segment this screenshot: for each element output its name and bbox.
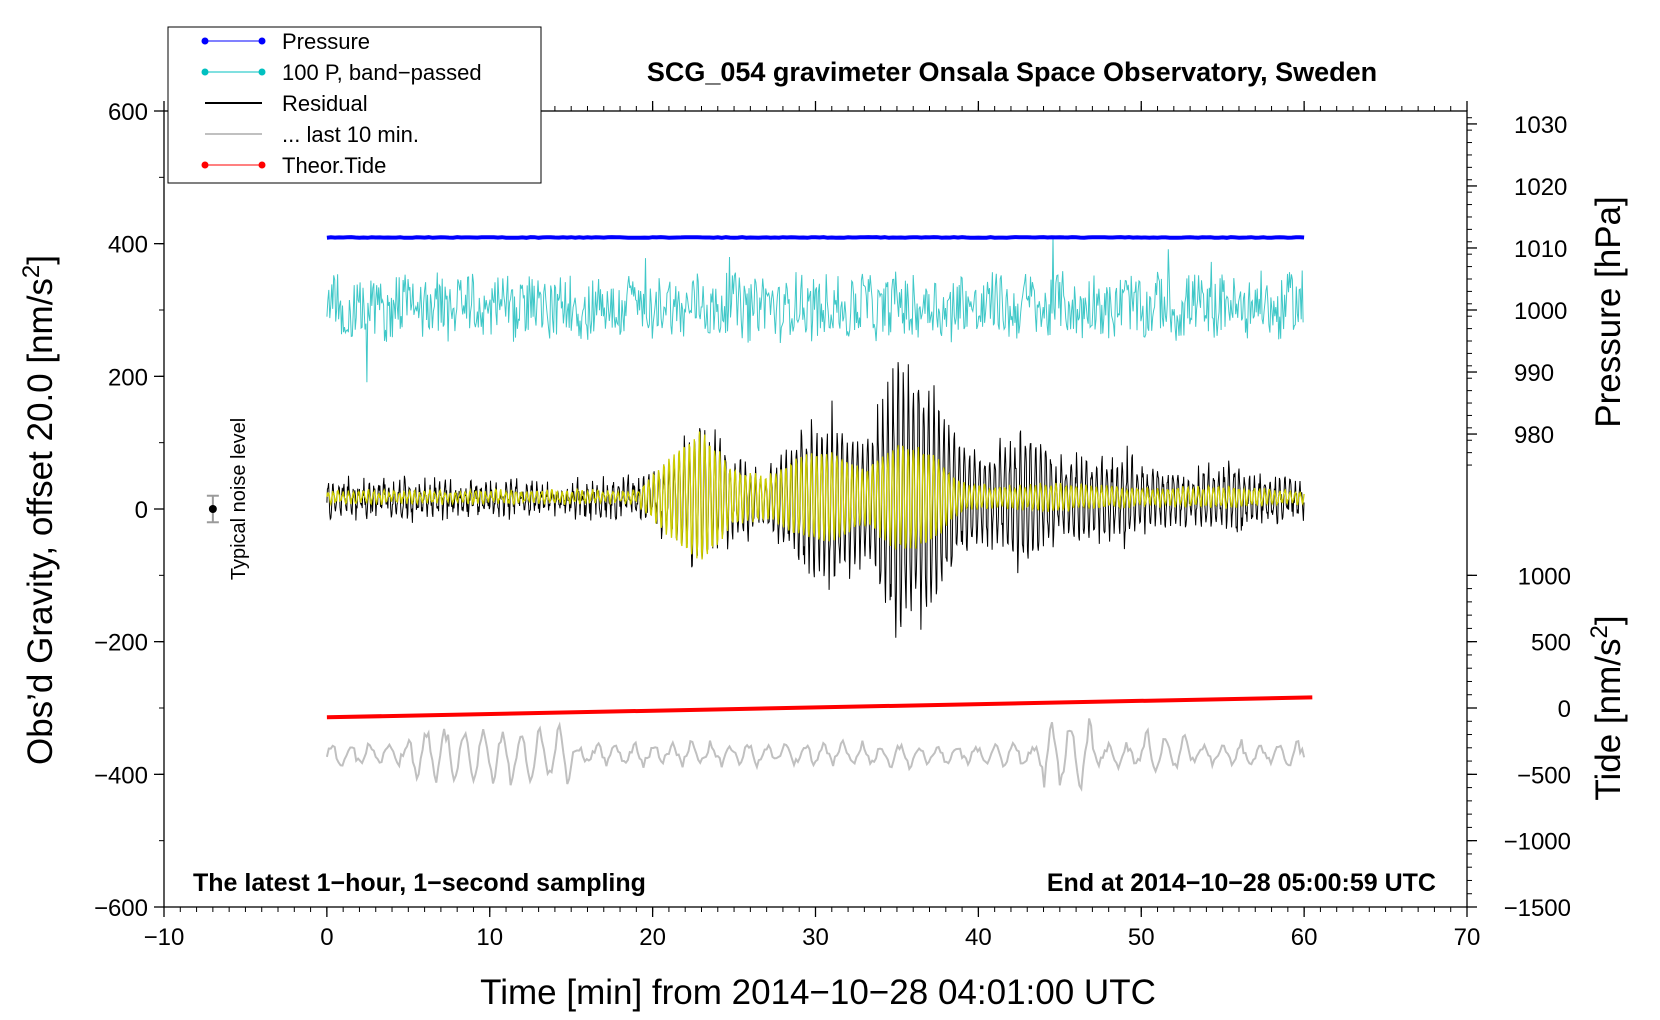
legend-items: Pressure 100 P, band−passed Residual ... la…: [201, 29, 482, 178]
y-axis-label-tide-sup: 2: [1586, 625, 1613, 638]
pressure-tick-label: 1030: [1514, 112, 1567, 139]
y-tick-label: −200: [94, 630, 148, 657]
x-tick-label: 50: [1128, 924, 1155, 951]
legend-label: Pressure: [282, 29, 370, 54]
pressure-tick-label: 980: [1514, 422, 1554, 449]
noise-label: Typical noise level: [228, 418, 250, 580]
tide-tick-label: −1000: [1504, 829, 1571, 856]
legend: Pressure 100 P, band−passed Residual ... la…: [167, 26, 542, 184]
pressure-tick-label: 1020: [1514, 174, 1567, 201]
noise-dot: [208, 505, 217, 513]
x-tick-label: 10: [476, 924, 503, 951]
legend-marker: [258, 161, 266, 169]
y-axis-label-left-end: ]: [21, 255, 60, 265]
last-10-min-line: [325, 718, 1306, 792]
x-tick-label: 0: [320, 924, 333, 951]
legend-marker: [201, 37, 209, 45]
legend-label: 100 P, band−passed: [282, 60, 482, 85]
legend-marker: [201, 161, 209, 169]
chart-title: SCG_054 gravimeter Onsala Space Observat…: [647, 57, 1377, 87]
residual-lowpass-line: [326, 431, 1305, 560]
y-axis-label-left-main: Obs’d Gravity, offset 20.0 [nm/s: [21, 278, 60, 765]
tide-tick-label: −500: [1517, 762, 1571, 789]
pressure-tick-label: 1000: [1514, 298, 1567, 325]
y-axis-label-left: Obs’d Gravity, offset 20.0 [nm/s2]: [18, 255, 60, 765]
y-tick-label: −600: [94, 895, 148, 922]
legend-marker: [258, 68, 266, 76]
y-tick-label: 0: [135, 497, 148, 524]
legend-label: Residual: [282, 91, 368, 116]
pressure-line: [326, 235, 1305, 240]
pressure-tick-label: 1010: [1514, 236, 1567, 263]
theoretical-tide-line: [326, 695, 1313, 720]
sampling-annotation: The latest 1−hour, 1−second sampling: [193, 869, 646, 897]
y-tick-label: 600: [108, 99, 148, 126]
tide-tick-label: 1000: [1518, 563, 1571, 590]
y-tick-label: −400: [94, 762, 148, 789]
y-axis-label-pressure: Pressure [hPa]: [1589, 196, 1628, 428]
x-axis-label: Time [min] from 2014−10−28 04:01:00 UTC: [480, 973, 1156, 1012]
y-axis-label-tide-end: ]: [1589, 615, 1628, 625]
tide-tick-label: −1500: [1504, 895, 1571, 922]
pressure-bandpassed-line: [326, 235, 1304, 383]
x-tick-label: 20: [639, 924, 666, 951]
y-axis-label-tide-main: Tide [nm/s: [1589, 639, 1628, 801]
legend-label: ... last 10 min.: [282, 122, 419, 147]
y-axis-label-tide: Tide [nm/s2]: [1586, 615, 1628, 800]
pressure-tick-label: 990: [1514, 360, 1554, 387]
tide-tick-label: 0: [1558, 696, 1571, 723]
legend-marker: [201, 68, 209, 76]
x-tick-label: 40: [965, 924, 992, 951]
y-tick-label: 400: [108, 232, 148, 259]
x-tick-label: 60: [1291, 924, 1318, 951]
y-tick-label: 200: [108, 364, 148, 391]
series-layer: [325, 235, 1313, 792]
x-tick-label: 30: [802, 924, 829, 951]
tide-tick-label: 500: [1531, 630, 1571, 657]
x-tick-label: −10: [144, 924, 185, 951]
legend-box: [167, 26, 542, 184]
axes-layer: −10 0 10 20 30 40 50 60 70−600−400−2000200400600…: [94, 99, 1571, 951]
noise-indicator: Typical noise level: [206, 418, 250, 580]
end-time-annotation: End at 2014−10−28 05:00:59 UTC: [1047, 869, 1436, 897]
legend-marker: [258, 37, 266, 45]
x-tick-label: 70: [1454, 924, 1481, 951]
legend-label: Theor.Tide: [282, 153, 386, 178]
y-axis-label-left-sup: 2: [18, 265, 45, 278]
